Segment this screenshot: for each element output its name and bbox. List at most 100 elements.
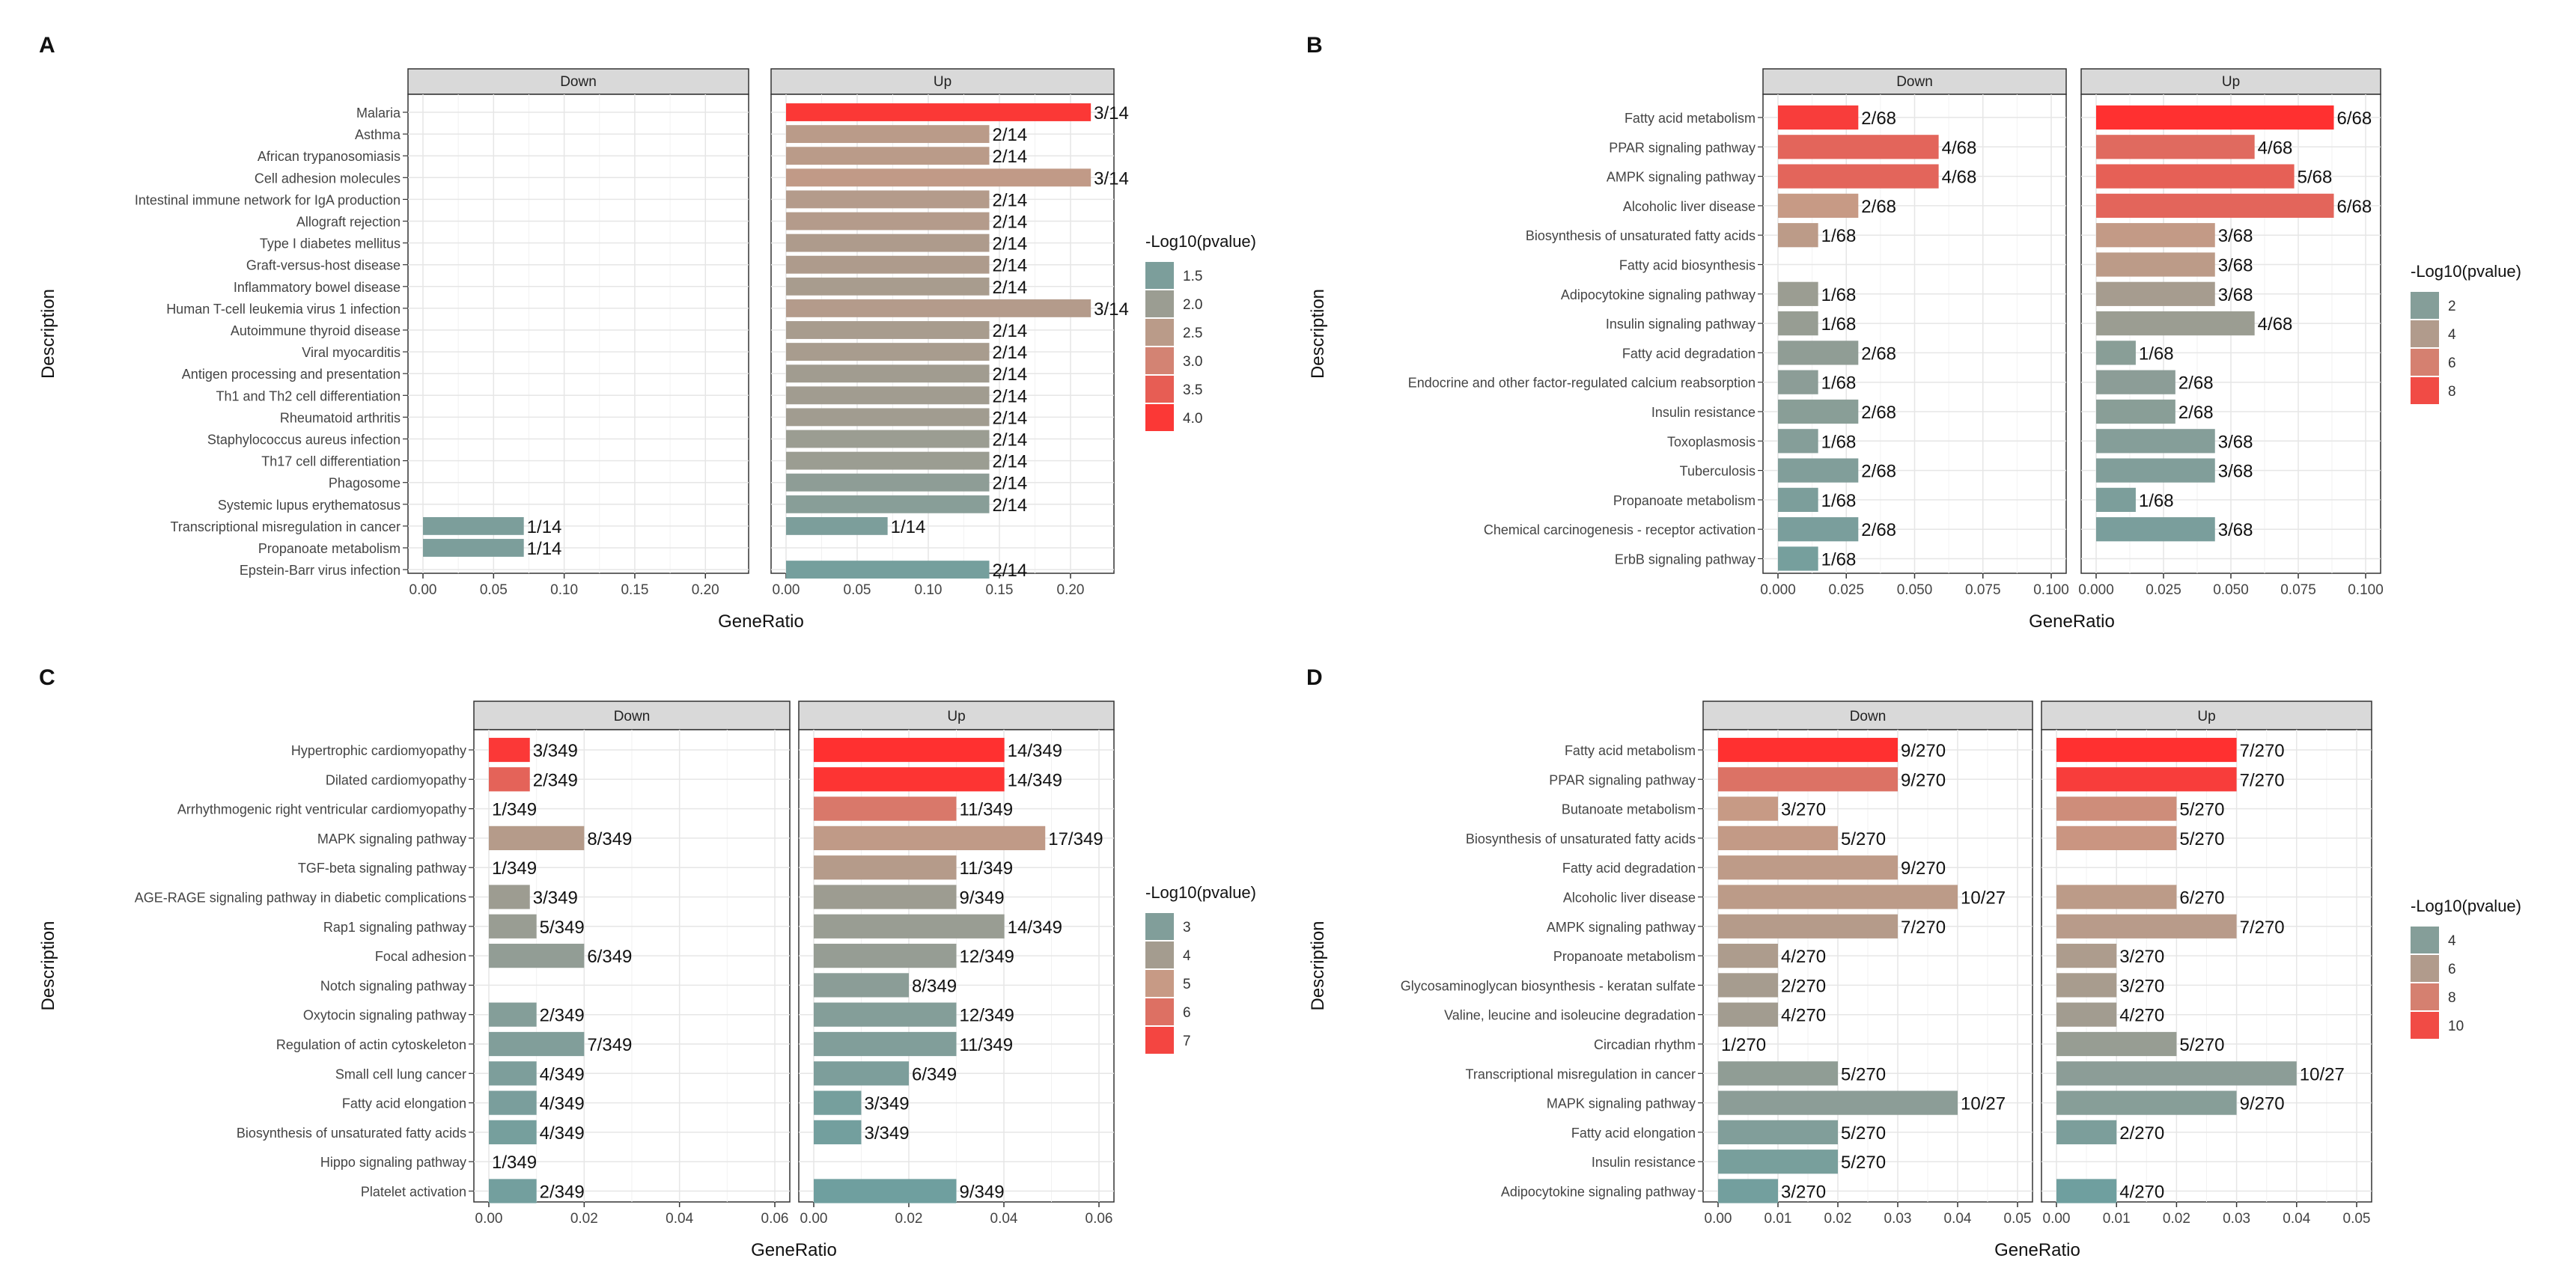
- legend-swatch: [1145, 1027, 1174, 1054]
- bar-value-label: 9/270: [2240, 1094, 2285, 1114]
- bar-value-label: 3/68: [2218, 285, 2253, 305]
- x-tick-label: 0.02: [895, 1211, 923, 1227]
- bar: [489, 1061, 537, 1086]
- x-tick-label: 0.075: [1965, 582, 2001, 598]
- x-tick-label: 0.00: [409, 582, 437, 598]
- bar-value-label: 7/270: [1901, 918, 1946, 938]
- x-tick-label: 0.15: [986, 582, 1014, 598]
- facet-strip: [1702, 701, 2033, 730]
- bar-value-label: 1/68: [1821, 550, 1857, 570]
- bar-value-label: 2/349: [533, 770, 578, 790]
- category-label: Alcoholic liver disease: [1563, 891, 1696, 906]
- x-tick-label: 0.100: [2033, 582, 2069, 598]
- bar: [2096, 517, 2215, 542]
- facet-strip: [2080, 68, 2381, 95]
- legend-label: 4: [1183, 948, 1191, 964]
- bar: [786, 321, 990, 339]
- bar-value-label: 3/14: [1094, 168, 1129, 189]
- legend-label: 10: [2448, 1019, 2464, 1034]
- bar-value-label: 10/27: [1961, 888, 2006, 909]
- x-tick-label: 0.06: [761, 1211, 789, 1227]
- category-label: AMPK signaling pathway: [1547, 920, 1696, 935]
- category-label: Systemic lupus erythematosus: [218, 498, 401, 513]
- category-label: Transcriptional misregulation in cancer: [171, 519, 401, 534]
- bar-value-label: 2/68: [1861, 197, 1896, 217]
- bar-value-label: 1/68: [1821, 314, 1857, 335]
- legend-swatch: [1145, 998, 1174, 1025]
- category-label: Rheumatoid arthritis: [280, 410, 401, 425]
- bar-value-label: 10/27: [1961, 1094, 2006, 1114]
- bar-value-label: 1/68: [1821, 432, 1857, 452]
- category-label: Fatty acid degradation: [1562, 861, 1696, 876]
- bar-value-label: 2/14: [993, 408, 1028, 428]
- bar: [489, 1179, 537, 1203]
- bar-value-label: 12/349: [960, 947, 1014, 967]
- bar: [1718, 1179, 1778, 1203]
- bar-value-label: 3/14: [1094, 103, 1129, 123]
- x-tick-label: 0.03: [2223, 1211, 2250, 1227]
- bar: [1778, 517, 1859, 542]
- bar-value-label: 1/68: [1821, 373, 1857, 394]
- bar: [2096, 281, 2215, 306]
- legend-swatch: [2411, 349, 2439, 376]
- bar-value-label: 3/349: [533, 888, 578, 909]
- category-label: Fatty acid metabolism: [1565, 743, 1696, 758]
- bar: [814, 767, 1005, 792]
- bar: [1778, 487, 1818, 513]
- legend-title: -Log10(pvalue): [2411, 897, 2521, 915]
- bar: [786, 255, 990, 274]
- category-label: Regulation of actin cytoskeleton: [276, 1037, 466, 1052]
- bar: [814, 1031, 957, 1057]
- bar-value-label: 8/349: [912, 976, 957, 996]
- bar-value-label: 9/270: [1901, 770, 1946, 790]
- bar: [1718, 973, 1778, 998]
- bar-value-label: 5/270: [2179, 800, 2224, 820]
- category-label: Tuberculosis: [1680, 464, 1756, 479]
- bar-value-label: 7/270: [2240, 741, 2285, 761]
- facet-label: Down: [1850, 709, 1887, 724]
- x-axis-title: GeneRatio: [1994, 1240, 2080, 1260]
- bar-value-label: 3/68: [2218, 226, 2253, 246]
- bar: [786, 473, 990, 492]
- category-label: Propanoate metabolism: [1553, 949, 1696, 964]
- bar-value-label: 3/270: [2119, 947, 2164, 967]
- x-tick-label: 0.06: [1085, 1211, 1113, 1227]
- x-tick-label: 0.050: [1897, 582, 1933, 598]
- x-tick-label: 0.04: [666, 1211, 693, 1227]
- legend-swatch: [1145, 970, 1174, 997]
- legend-swatch: [1145, 319, 1174, 346]
- bar: [1718, 1002, 1778, 1027]
- bar: [2096, 223, 2215, 248]
- category-label: Hypertrophic cardiomyopathy: [291, 743, 466, 758]
- category-label: TGF-beta signaling pathway: [298, 861, 466, 876]
- bar-value-label: 9/349: [960, 888, 1005, 909]
- x-tick-label: 0.03: [1884, 1211, 1912, 1227]
- bar-value-label: 2/68: [1861, 462, 1896, 482]
- category-label: Propanoate metabolism: [1613, 493, 1756, 508]
- legend-label: 2: [2448, 299, 2456, 314]
- bar: [2056, 1120, 2117, 1145]
- bar: [786, 343, 990, 361]
- bar: [786, 168, 1091, 187]
- bar: [2096, 341, 2136, 365]
- x-tick-label: 0.10: [915, 582, 943, 598]
- bar: [786, 364, 990, 383]
- bar: [2056, 737, 2237, 763]
- bar-value-label: 3/349: [865, 1094, 910, 1114]
- facet-label: Down: [614, 709, 651, 724]
- legend-label: 6: [2448, 355, 2456, 371]
- bar: [1778, 223, 1818, 248]
- bar-value-label: 1/14: [527, 539, 562, 559]
- bar-value-label: 14/349: [1008, 741, 1062, 761]
- bar-value-label: 12/349: [960, 1006, 1014, 1026]
- category-label: Intestinal immune network for IgA produc…: [135, 192, 401, 207]
- category-label: Dilated cardiomyopathy: [326, 772, 466, 787]
- category-label: Alcoholic liver disease: [1623, 199, 1756, 214]
- bar: [423, 516, 524, 535]
- bar-value-label: 6/349: [912, 1064, 957, 1084]
- bar-value-label: 2/14: [993, 364, 1028, 385]
- bar: [2056, 914, 2237, 938]
- bar-value-label: 11/349: [960, 1035, 1014, 1055]
- panel-b: B Down 0.000 0.025 0.050 0.075 0.100 2/68 4/68 4/…: [1306, 33, 2521, 632]
- category-label: Autoimmune thyroid disease: [231, 323, 401, 338]
